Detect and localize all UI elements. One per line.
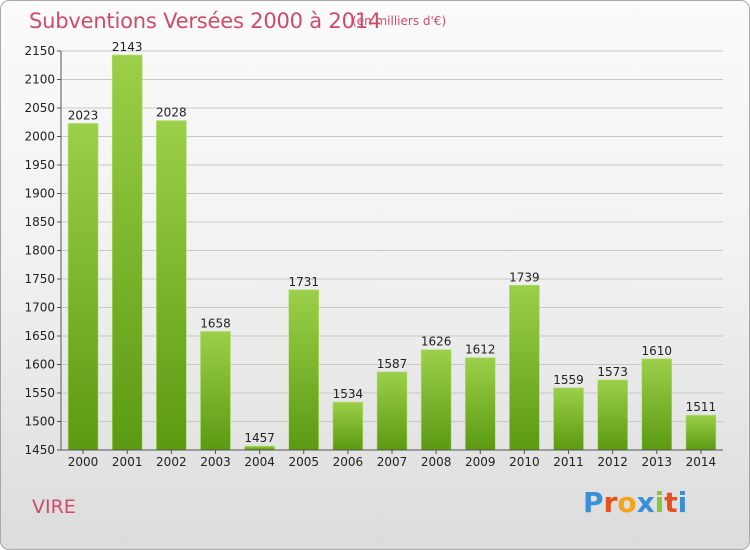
bar-2005 (288, 289, 320, 451)
y-tick-label: 1700 (24, 301, 55, 315)
y-tick-label: 2000 (24, 130, 55, 144)
x-tick-label-2012: 2012 (597, 455, 628, 469)
value-label-2006: 1534 (333, 387, 364, 401)
y-tick-label: 1500 (24, 415, 55, 429)
x-tick-label-2002: 2002 (156, 455, 187, 469)
logo-letter: r (603, 486, 618, 519)
chart-title: Subventions Versées 2000 à 2014 (29, 9, 382, 33)
x-tick-label-2008: 2008 (421, 455, 452, 469)
x-tick-label-2003: 2003 (200, 455, 231, 469)
value-label-2005: 1731 (288, 275, 319, 289)
value-label-2014: 1511 (686, 400, 717, 414)
labels: 2023 2143 2028 1658 1457 1731 1534 1587 1626 1612… (68, 40, 716, 445)
commune-name: VIRE (32, 496, 76, 518)
bar-2004 (244, 445, 275, 451)
x-tick-label-2006: 2006 (333, 455, 364, 469)
y-tick-label: 1850 (24, 215, 55, 229)
bar-2011 (553, 387, 584, 451)
x-tick-label-2005: 2005 (288, 455, 319, 469)
bar-2008 (420, 349, 452, 451)
x-tick-label-2011: 2011 (553, 455, 584, 469)
bar-2010 (509, 284, 540, 451)
bar-2013 (641, 358, 673, 451)
value-label-2003: 1658 (200, 316, 231, 330)
bar-2002 (156, 120, 187, 451)
value-label-2002: 2028 (156, 106, 187, 120)
y-tick-label: 1900 (24, 187, 55, 201)
logo-letter: i (654, 486, 665, 519)
y-tick-label: 1600 (24, 358, 55, 372)
y-tick-label: 1950 (24, 158, 55, 172)
value-label-2012: 1573 (597, 365, 628, 379)
x-tick-label-2010: 2010 (509, 455, 540, 469)
logo-letter: o (617, 486, 637, 519)
value-label-2001: 2143 (112, 40, 143, 54)
bar-2009 (464, 357, 496, 451)
value-label-2013: 1610 (642, 344, 673, 358)
value-label-2004: 1457 (244, 431, 275, 445)
bar-2000 (67, 123, 99, 451)
bar-2012 (597, 379, 628, 451)
bar-2014 (685, 414, 717, 451)
chart-subtitle: (en milliers d'€) (352, 14, 447, 28)
value-label-2011: 1559 (553, 373, 584, 387)
logo-letter: P (583, 486, 604, 519)
bar-2003 (200, 331, 231, 451)
logo-letter: x (636, 486, 655, 519)
x-tick-label-2013: 2013 (642, 455, 673, 469)
bar-2007 (376, 371, 408, 451)
bar-2006 (332, 401, 364, 451)
value-label-2007: 1587 (377, 357, 408, 371)
y-tick-label: 1450 (24, 443, 55, 457)
value-label-2008: 1626 (421, 335, 452, 349)
x-tick-label-2004: 2004 (244, 455, 275, 469)
y-tick-label: 1550 (24, 386, 55, 400)
proxiti-logo[interactable]: Proxiti (583, 486, 687, 519)
logo-letter: t (664, 486, 678, 519)
y-tick-label: 1750 (24, 272, 55, 286)
logo-letter: i (677, 486, 688, 519)
value-label-2009: 1612 (465, 343, 496, 357)
x-tick-label-2007: 2007 (377, 455, 408, 469)
value-label-2000: 2023 (68, 108, 99, 122)
y-tick-label: 1800 (24, 244, 55, 258)
x-tick-label-2001: 2001 (112, 455, 143, 469)
x-tick-label-2000: 2000 (68, 455, 99, 469)
y-tick-label: 2100 (24, 73, 55, 87)
y-tick-label: 1650 (24, 329, 55, 343)
y-tick-label: 2050 (24, 101, 55, 115)
bar-2001 (111, 54, 143, 451)
x-tick-label-2014: 2014 (686, 455, 717, 469)
axes: 1450 1500 1550 1600 1650 1700 1750 1800 1850 1900… (24, 44, 723, 469)
x-tick-label-2009: 2009 (465, 455, 496, 469)
value-label-2010: 1739 (509, 270, 540, 284)
bars (67, 54, 717, 451)
y-tick-label: 2150 (24, 44, 55, 58)
